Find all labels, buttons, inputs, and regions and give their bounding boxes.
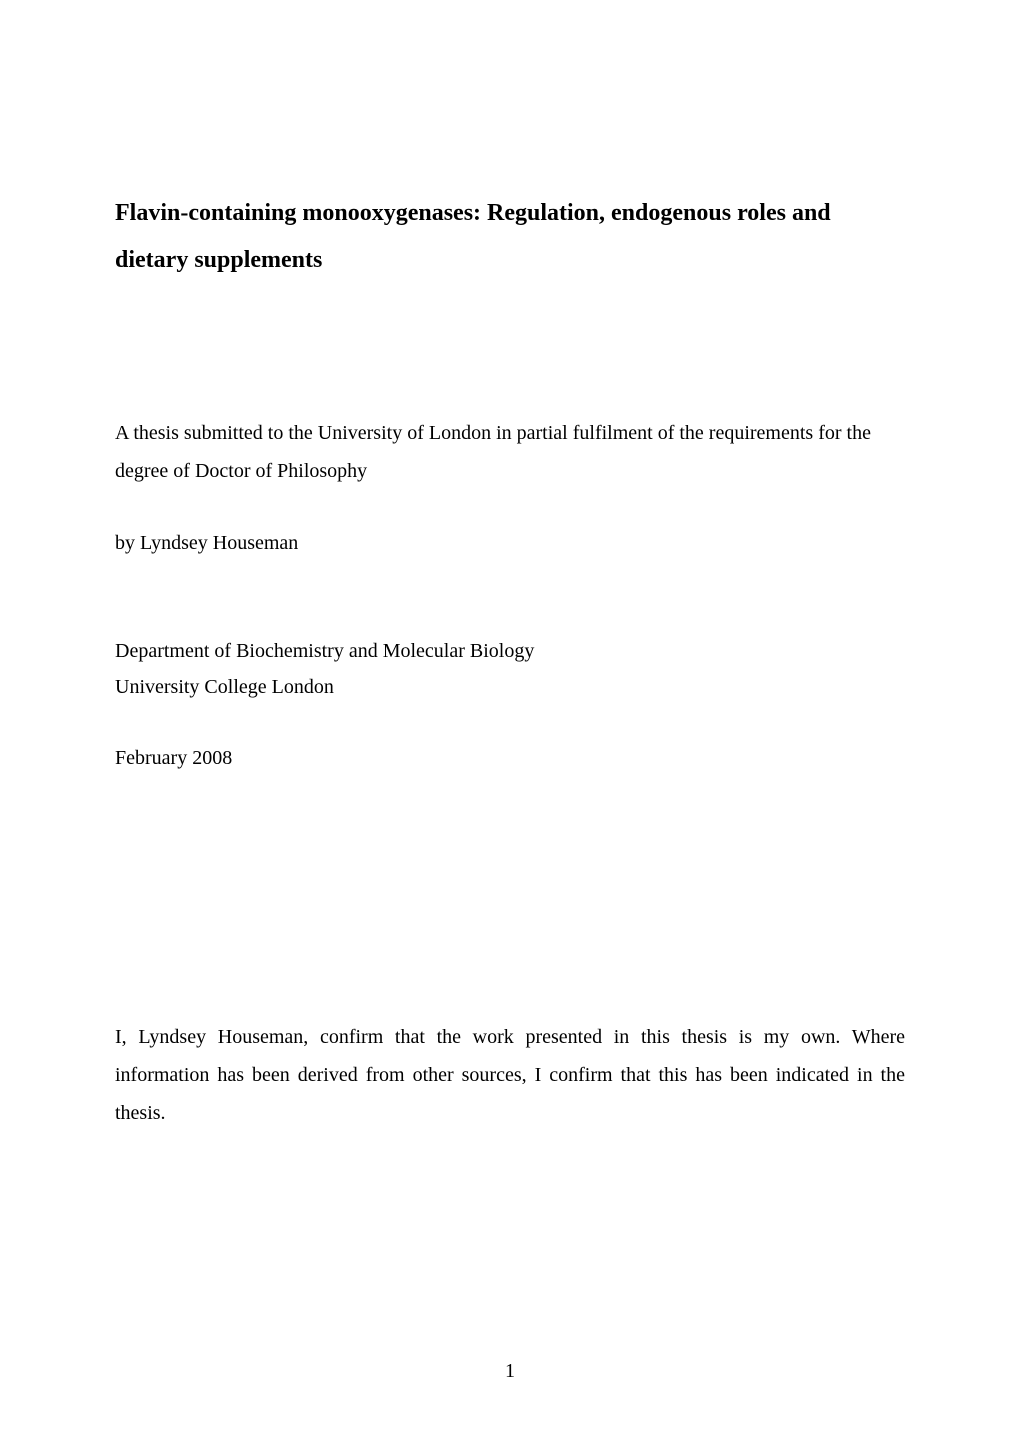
department-name: Department of Biochemistry and Molecular… [115, 633, 905, 669]
submission-date: February 2008 [115, 747, 905, 770]
page-number: 1 [505, 1360, 515, 1383]
department-block: Department of Biochemistry and Molecular… [115, 633, 905, 705]
author-prefix: by [115, 532, 140, 554]
submission-statement: A thesis submitted to the University of … [115, 414, 905, 490]
university-name: University College London [115, 669, 905, 705]
author-declaration: I, Lyndsey Houseman, confirm that the wo… [115, 1018, 905, 1132]
author-name: Lyndsey Houseman [140, 532, 298, 554]
author-line: by Lyndsey Houseman [115, 532, 905, 555]
thesis-title: Flavin-containing monooxygenases: Regula… [115, 190, 905, 284]
